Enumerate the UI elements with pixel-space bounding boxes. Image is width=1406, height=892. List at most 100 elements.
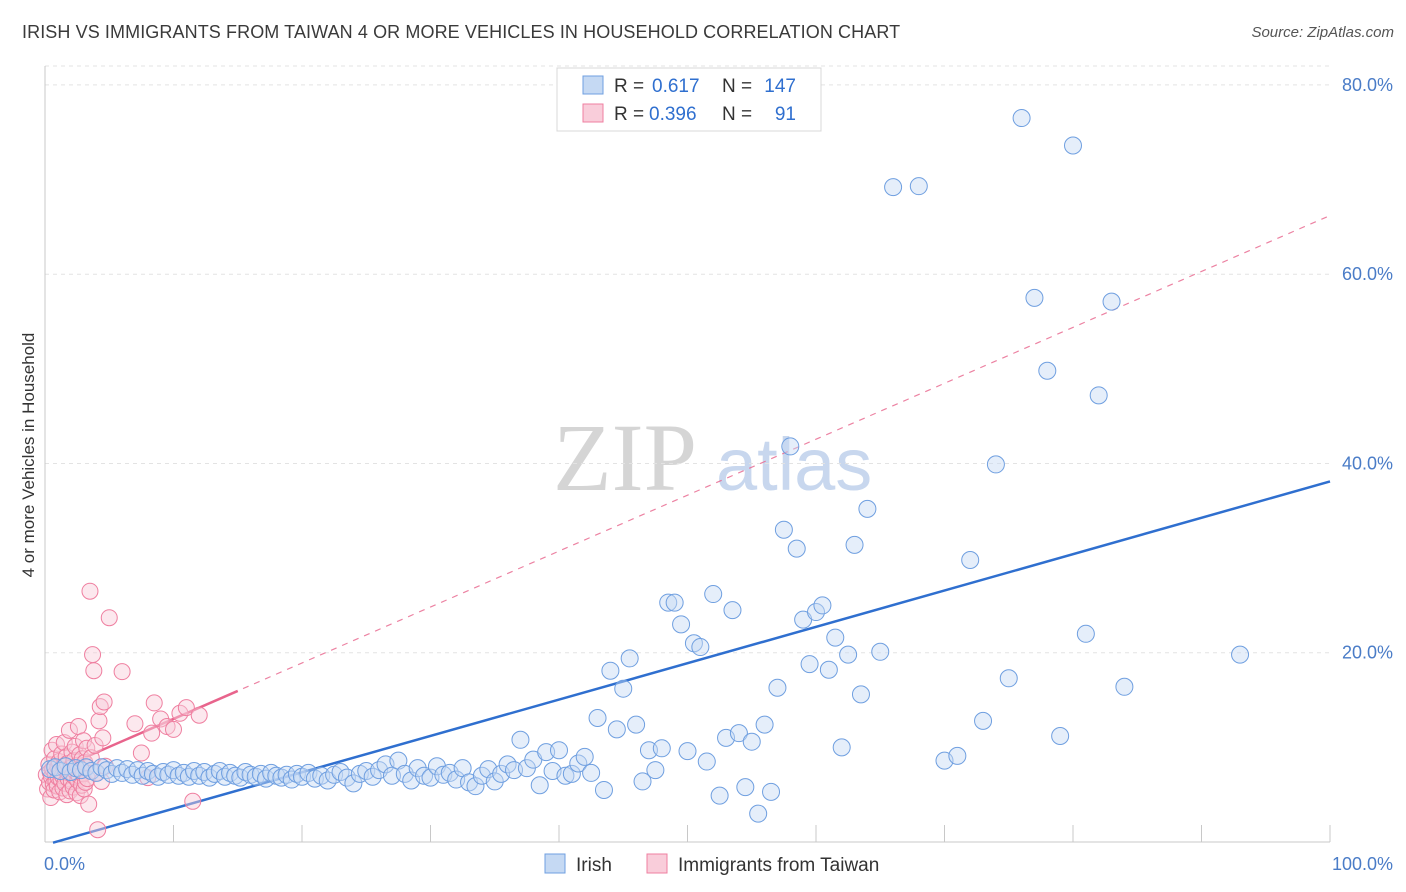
irish-point: [569, 754, 588, 773]
irish-point: [704, 585, 723, 604]
irish-point: [845, 535, 864, 554]
irish-point: [1051, 727, 1070, 746]
x-tick-label: 0.0%: [44, 854, 85, 874]
axes: [44, 66, 1331, 843]
taiwan-point: [145, 694, 163, 712]
irish-point: [614, 679, 633, 698]
taiwan-point: [184, 792, 202, 810]
y-axis-label: 4 or more Vehicles in Household: [19, 333, 38, 578]
irish-point: [118, 760, 137, 779]
y-tick-label: 20.0%: [1342, 643, 1393, 663]
irish-point: [723, 601, 742, 620]
source-label: Source: ZipAtlas.com: [1251, 24, 1394, 41]
irish-point: [231, 768, 250, 787]
legend-irish-n-label: N =: [722, 76, 752, 97]
irish-point: [607, 720, 626, 739]
irish-point: [92, 758, 111, 777]
legend-taiwan-swatch: [582, 103, 604, 123]
irish-point: [205, 764, 224, 783]
irish-point: [736, 778, 755, 797]
taiwan-point: [177, 699, 195, 717]
irish-point: [697, 752, 716, 771]
irish-point: [128, 761, 147, 780]
taiwan-point: [190, 706, 208, 724]
irish-point: [282, 770, 301, 789]
irish-point: [819, 660, 838, 679]
irish-point: [511, 730, 530, 749]
irish-point: [550, 741, 568, 760]
irish-point: [691, 638, 710, 657]
irish-point: [159, 765, 178, 784]
legend-taiwan-r-label: R =: [614, 104, 644, 125]
irish-point: [781, 437, 800, 456]
irish-point: [1064, 136, 1082, 155]
irish-point: [262, 763, 281, 782]
irish-point: [999, 669, 1018, 688]
irish-point: [832, 738, 851, 757]
irish-point: [236, 762, 255, 781]
taiwan-point: [143, 724, 161, 742]
irish-point: [755, 715, 774, 734]
irish-point: [389, 751, 408, 770]
irish-point: [858, 499, 877, 518]
irish-point: [138, 762, 157, 781]
y-tick-label: 80.0%: [1342, 75, 1393, 95]
taiwan-point: [84, 646, 102, 664]
irish-point: [408, 759, 427, 778]
irish-point: [813, 596, 832, 615]
irish-point: [601, 661, 620, 680]
irish-point: [620, 649, 639, 668]
irish-point: [800, 655, 819, 674]
irish-point: [415, 766, 434, 785]
taiwan-point: [113, 663, 131, 681]
irish-point: [251, 764, 270, 783]
irish-point: [87, 763, 106, 782]
irish-point: [652, 739, 671, 758]
irish-point: [672, 615, 691, 634]
bottom-legend-irish-label: Irish: [576, 855, 612, 876]
watermark-zip: ZIP: [553, 404, 697, 511]
irish-point: [594, 780, 613, 799]
taiwan-point: [90, 712, 108, 730]
irish-point: [749, 804, 768, 823]
gridlines: [45, 65, 1330, 654]
bottom-legend: Irish Immigrants from Taiwan: [544, 853, 879, 876]
irish-point: [1115, 677, 1134, 696]
taiwan-point: [126, 715, 144, 733]
irish-point: [123, 765, 142, 784]
irish-point: [485, 772, 504, 791]
y-tick-label: 60.0%: [1342, 264, 1393, 284]
irish-point: [762, 782, 781, 801]
taiwan-point: [80, 795, 98, 813]
irish-point: [164, 761, 183, 780]
irish-point: [363, 767, 382, 786]
irish-point: [344, 774, 363, 793]
irish-point: [277, 765, 296, 784]
taiwan-point: [81, 582, 99, 600]
irish-point: [556, 766, 575, 785]
irish-point: [582, 763, 601, 782]
irish-point: [986, 455, 1005, 474]
x-tick-labels: 0.0% 100.0%: [44, 854, 1393, 874]
legend-taiwan-r-value: 0.396: [649, 104, 697, 125]
bottom-legend-taiwan-swatch: [646, 853, 668, 874]
chart-title: IRISH VS IMMIGRANTS FROM TAIWAN 4 OR MOR…: [22, 22, 901, 42]
irish-point: [1038, 361, 1057, 380]
taiwan-point: [89, 821, 107, 839]
irish-point: [948, 746, 967, 765]
irish-point: [575, 747, 594, 766]
irish-point: [787, 539, 806, 558]
taiwan-point: [95, 693, 113, 711]
irish-point: [768, 678, 787, 697]
taiwan-point: [171, 704, 189, 722]
irish-points: [41, 109, 1250, 823]
irish-point: [466, 777, 485, 796]
irish-point: [71, 761, 90, 780]
irish-point: [710, 786, 729, 805]
taiwan-point: [85, 662, 103, 680]
legend-irish-r-value: 0.617: [652, 76, 700, 97]
taiwan-point: [69, 718, 87, 736]
legend-taiwan-n-value: 91: [775, 104, 796, 125]
irish-point: [678, 742, 697, 761]
legend-taiwan-n-label: N =: [722, 104, 752, 125]
